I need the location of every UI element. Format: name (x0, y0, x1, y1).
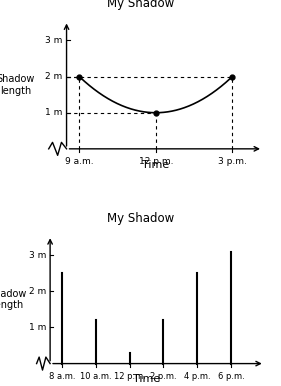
Text: 4 p.m.: 4 p.m. (184, 372, 210, 381)
Text: 1 m: 1 m (45, 108, 63, 117)
Text: 2 m: 2 m (46, 72, 63, 81)
Text: 10 a.m.: 10 a.m. (80, 372, 112, 381)
Text: 1 m: 1 m (29, 323, 47, 332)
Text: 12 p.m.: 12 p.m. (114, 372, 146, 381)
Text: Shadow
length: Shadow length (0, 289, 27, 310)
Text: Time: Time (142, 160, 169, 170)
Text: 8 a.m.: 8 a.m. (49, 372, 75, 381)
Text: 6 p.m.: 6 p.m. (217, 372, 244, 381)
Text: 2 p.m.: 2 p.m. (150, 372, 177, 381)
Text: Time: Time (133, 374, 160, 384)
Title: My Shadow: My Shadow (107, 0, 174, 10)
Title: My Shadow: My Shadow (107, 212, 174, 225)
Text: 12 p.m.: 12 p.m. (139, 157, 173, 166)
Text: 3 m: 3 m (45, 36, 63, 45)
Text: 2 m: 2 m (30, 287, 47, 296)
Text: 3 p.m.: 3 p.m. (218, 157, 247, 166)
Text: Shadow
length: Shadow length (0, 74, 35, 95)
Text: 3 m: 3 m (29, 251, 47, 260)
Text: 9 a.m.: 9 a.m. (65, 157, 94, 166)
